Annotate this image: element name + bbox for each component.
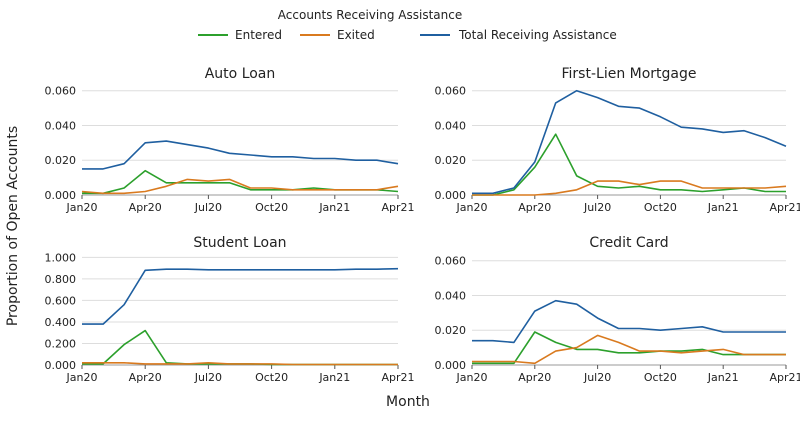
x-tick-label: Jul20 [194, 201, 222, 214]
legend-label-exited: Exited [337, 28, 375, 42]
x-tick-label: Apr20 [129, 201, 162, 214]
x-tick-label: Apr20 [518, 371, 551, 384]
series-line-entered [472, 134, 786, 195]
y-tick-label: 0.020 [45, 154, 77, 167]
x-tick-label: Jul20 [194, 371, 222, 384]
x-tick-label: Apr21 [769, 201, 800, 214]
x-tick-label: Apr21 [381, 201, 414, 214]
series-line-total-receiving-assistance [82, 141, 398, 169]
legend-entry-total: Total Receiving Assistance [420, 28, 617, 42]
series-line-total-receiving-assistance [472, 91, 786, 194]
y-tick-label: 0.020 [435, 154, 467, 167]
panel-2: First-Lien Mortgage0.0000.0200.0400.060J… [435, 66, 800, 214]
x-tick-label: Apr21 [381, 371, 414, 384]
series-line-total-receiving-assistance [472, 301, 786, 343]
x-tick-label: Apr20 [518, 201, 551, 214]
x-tick-label: Jan20 [66, 201, 98, 214]
x-tick-label: Jan21 [318, 371, 350, 384]
legend-entry-entered: Entered [198, 28, 282, 42]
x-axis-label: Month [386, 394, 430, 410]
series-line-exited [472, 335, 786, 363]
y-tick-label: 0.060 [435, 85, 467, 98]
x-tick-label: Apr20 [129, 371, 162, 384]
y-tick-label: 1.000 [45, 251, 77, 264]
x-tick-label: Jan20 [456, 201, 488, 214]
y-tick-label: 0.800 [45, 273, 77, 286]
x-tick-label: Apr21 [769, 371, 800, 384]
legend-entry-exited: Exited [300, 28, 375, 42]
y-tick-label: 0.060 [45, 85, 77, 98]
y-tick-label: 0.040 [435, 119, 467, 132]
panel-title: Credit Card [589, 235, 668, 251]
y-tick-label: 0.040 [45, 119, 77, 132]
series-line-exited [82, 363, 398, 365]
legend-title: Accounts Receiving Assistance [278, 8, 462, 22]
x-tick-label: Oct20 [644, 201, 677, 214]
x-tick-label: Oct20 [644, 371, 677, 384]
legend-label-entered: Entered [235, 28, 282, 42]
series-line-entered [82, 331, 398, 365]
x-tick-label: Oct20 [255, 371, 288, 384]
y-tick-label: 0.040 [435, 289, 467, 302]
panel-3: Student Loan0.0000.2000.4000.6000.8001.0… [45, 235, 415, 384]
panel-title: Auto Loan [205, 66, 276, 82]
y-tick-label: 0.400 [45, 316, 77, 329]
x-tick-label: Jan20 [456, 371, 488, 384]
series-line-entered [472, 332, 786, 363]
x-tick-label: Oct20 [255, 201, 288, 214]
x-tick-label: Jan20 [66, 371, 98, 384]
panel-title: First-Lien Mortgage [562, 66, 697, 82]
y-tick-label: 0.060 [435, 255, 467, 268]
x-tick-label: Jul20 [583, 201, 611, 214]
x-tick-label: Jan21 [707, 201, 739, 214]
panel-title: Student Loan [193, 235, 286, 251]
x-tick-label: Jul20 [583, 371, 611, 384]
x-tick-label: Jan21 [318, 201, 350, 214]
legend: Accounts Receiving Assistance Entered Ex… [198, 8, 617, 42]
x-tick-label: Jan21 [707, 371, 739, 384]
series-line-total-receiving-assistance [82, 269, 398, 324]
y-tick-label: 0.600 [45, 294, 77, 307]
y-axis-label: Proportion of Open Accounts [5, 126, 21, 326]
legend-label-total: Total Receiving Assistance [458, 28, 617, 42]
y-tick-label: 0.200 [45, 337, 77, 350]
y-tick-label: 0.020 [435, 324, 467, 337]
